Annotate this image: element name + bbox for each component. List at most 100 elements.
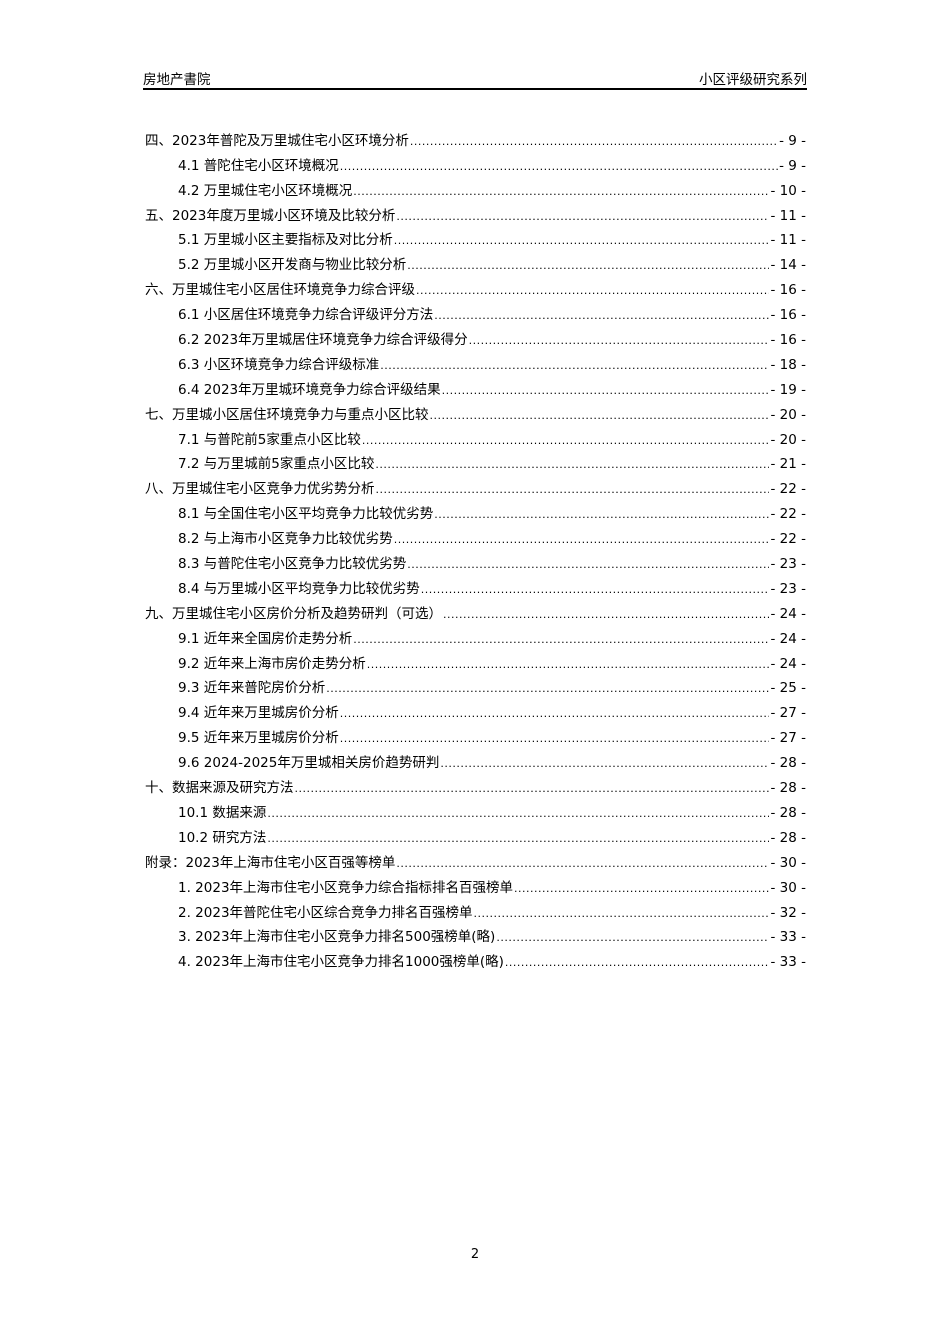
toc-entry[interactable]: 5.1 万里城小区主要指标及对比分析......................… [145, 225, 806, 250]
toc-entry[interactable]: 3. 2023年上海市住宅小区竞争力排名500强榜单(略)...........… [145, 922, 806, 947]
toc-entry[interactable]: 8.4 与万里城小区平均竞争力比较优劣势....................… [145, 573, 806, 598]
toc-entry[interactable]: 9.3 近年来普陀房价分析...........................… [145, 673, 806, 698]
toc-entry-title[interactable]: 7.2 与万里城前5家重点小区比较 [178, 456, 375, 473]
toc-entry-page[interactable]: - 9 - [779, 132, 806, 149]
toc-entry-page[interactable]: - 24 - [770, 655, 806, 672]
toc-entry[interactable]: 4. 2023年上海市住宅小区竞争力排名1000强榜单(略)..........… [145, 946, 806, 971]
toc-entry[interactable]: 四、2023年普陀及万里城住宅小区环境分析...................… [145, 125, 806, 150]
toc-entry[interactable]: 7.1 与普陀前5家重点小区比较........................… [145, 424, 806, 449]
toc-entry-title[interactable]: 10.1 数据来源 [178, 804, 267, 821]
toc-entry-page[interactable]: - 27 - [770, 730, 806, 747]
toc-entry-page[interactable]: - 14 - [770, 257, 806, 274]
toc-entry[interactable]: 9.5 近年来万里城房价分析..........................… [145, 722, 806, 747]
toc-entry-page[interactable]: - 24 - [770, 605, 806, 622]
toc-entry-title[interactable]: 6.2 2023年万里城居住环境竞争力综合评级得分 [178, 332, 468, 349]
toc-entry[interactable]: 九、万里城住宅小区房价分析及趋势研判（可选）..................… [145, 598, 806, 623]
toc-entry-page[interactable]: - 10 - [770, 182, 806, 199]
toc-entry-page[interactable]: - 16 - [770, 307, 806, 324]
toc-entry[interactable]: 9.2 近年来上海市房价走势分析........................… [145, 648, 806, 673]
toc-entry-page[interactable]: - 9 - [779, 157, 806, 174]
toc-entry[interactable]: 5.2 万里城小区开发商与物业比较分析.....................… [145, 249, 806, 274]
toc-entry-page[interactable]: - 28 - [770, 755, 806, 772]
toc-entry-page[interactable]: - 33 - [770, 929, 806, 946]
toc-entry[interactable]: 9.1 近年来全国房价走势分析.........................… [145, 623, 806, 648]
toc-entry[interactable]: 6.1 小区居住环境竞争力综合评级评分方法...................… [145, 299, 806, 324]
toc-entry-title[interactable]: 3. 2023年上海市住宅小区竞争力排名500强榜单(略) [178, 929, 496, 946]
toc-entry-page[interactable]: - 28 - [770, 829, 806, 846]
toc-entry-page[interactable]: - 16 - [770, 282, 806, 299]
toc-entry-page[interactable]: - 22 - [770, 506, 806, 523]
toc-entry[interactable]: 七、万里城小区居住环境竞争力与重点小区比较...................… [145, 399, 806, 424]
toc-entry-title[interactable]: 六、万里城住宅小区居住环境竞争力综合评级 [145, 282, 415, 299]
toc-entry-title[interactable]: 8.4 与万里城小区平均竞争力比较优劣势 [178, 580, 420, 597]
toc-entry-title[interactable]: 6.4 2023年万里城环境竞争力综合评级结果 [178, 381, 441, 398]
toc-entry[interactable]: 6.3 小区环境竞争力综合评级标准.......................… [145, 349, 806, 374]
toc-entry-title[interactable]: 5.2 万里城小区开发商与物业比较分析 [178, 257, 407, 274]
toc-entry-page[interactable]: - 18 - [770, 356, 806, 373]
toc-entry-title[interactable]: 附录：2023年上海市住宅小区百强等榜单 [145, 854, 396, 871]
toc-entry[interactable]: 10.1 数据来源...............................… [145, 797, 806, 822]
toc-entry-title[interactable]: 7.1 与普陀前5家重点小区比较 [178, 431, 361, 448]
toc-entry[interactable]: 五、2023年度万里城小区环境及比较分析....................… [145, 200, 806, 225]
toc-entry[interactable]: 8.2 与上海市小区竞争力比较优劣势......................… [145, 523, 806, 548]
toc-entry[interactable]: 10.2 研究方法...............................… [145, 822, 806, 847]
toc-entry[interactable]: 1. 2023年上海市住宅小区竞争力综合指标排名百强榜单............… [145, 872, 806, 897]
toc-entry[interactable]: 六、万里城住宅小区居住环境竞争力综合评级....................… [145, 274, 806, 299]
toc-entry-page[interactable]: - 33 - [770, 954, 806, 971]
toc-entry-page[interactable]: - 28 - [770, 804, 806, 821]
toc-entry-page[interactable]: - 23 - [770, 580, 806, 597]
toc-entry-title[interactable]: 4. 2023年上海市住宅小区竞争力排名1000强榜单(略) [178, 954, 504, 971]
toc-entry-page[interactable]: - 28 - [770, 780, 806, 797]
toc-entry-title[interactable]: 6.3 小区环境竞争力综合评级标准 [178, 356, 380, 373]
toc-entry-title[interactable]: 9.2 近年来上海市房价走势分析 [178, 655, 366, 672]
toc-entry-page[interactable]: - 11 - [770, 207, 806, 224]
toc-entry-page[interactable]: - 27 - [770, 705, 806, 722]
toc-entry-title[interactable]: 2. 2023年普陀住宅小区综合竞争力排名百强榜单 [178, 904, 473, 921]
toc-entry-title[interactable]: 十、数据来源及研究方法 [145, 780, 294, 797]
toc-entry-title[interactable]: 八、万里城住宅小区竞争力优劣势分析 [145, 481, 375, 498]
toc-entry[interactable]: 6.2 2023年万里城居住环境竞争力综合评级得分...............… [145, 324, 806, 349]
toc-entry-page[interactable]: - 19 - [770, 381, 806, 398]
toc-entry[interactable]: 2. 2023年普陀住宅小区综合竞争力排名百强榜单...............… [145, 897, 806, 922]
toc-entry[interactable]: 8.1 与全国住宅小区平均竞争力比较优劣势...................… [145, 498, 806, 523]
toc-entry[interactable]: 7.2 与万里城前5家重点小区比较.......................… [145, 449, 806, 474]
toc-entry-page[interactable]: - 30 - [770, 854, 806, 871]
toc-entry[interactable]: 8.3 与普陀住宅小区竞争力比较优劣势.....................… [145, 548, 806, 573]
toc-entry-page[interactable]: - 20 - [770, 406, 806, 423]
toc-entry[interactable]: 附录：2023年上海市住宅小区百强等榜单....................… [145, 847, 806, 872]
toc-entry-page[interactable]: - 22 - [770, 531, 806, 548]
toc-entry-title[interactable]: 9.3 近年来普陀房价分析 [178, 680, 326, 697]
toc-entry-title[interactable]: 9.1 近年来全国房价走势分析 [178, 630, 353, 647]
toc-entry-title[interactable]: 9.4 近年来万里城房价分析 [178, 705, 339, 722]
toc-entry-page[interactable]: - 21 - [770, 456, 806, 473]
toc-entry-title[interactable]: 九、万里城住宅小区房价分析及趋势研判（可选） [145, 605, 442, 622]
toc-entry-title[interactable]: 五、2023年度万里城小区环境及比较分析 [145, 207, 396, 224]
toc-entry-title[interactable]: 8.1 与全国住宅小区平均竞争力比较优劣势 [178, 506, 434, 523]
toc-entry[interactable]: 9.6 2024-2025年万里城相关房价趋势研判...............… [145, 747, 806, 772]
toc-entry-title[interactable]: 4.2 万里城住宅小区环境概况 [178, 182, 353, 199]
toc-entry-title[interactable]: 4.1 普陀住宅小区环境概况 [178, 157, 339, 174]
toc-entry-title[interactable]: 七、万里城小区居住环境竞争力与重点小区比较 [145, 406, 429, 423]
toc-entry-title[interactable]: 10.2 研究方法 [178, 829, 267, 846]
toc-entry[interactable]: 6.4 2023年万里城环境竞争力综合评级结果.................… [145, 374, 806, 399]
toc-entry-title[interactable]: 1. 2023年上海市住宅小区竞争力综合指标排名百强榜单 [178, 879, 514, 896]
toc-entry-page[interactable]: - 11 - [770, 232, 806, 249]
toc-entry-page[interactable]: - 23 - [770, 556, 806, 573]
toc-entry[interactable]: 十、数据来源及研究方法.............................… [145, 772, 806, 797]
toc-entry[interactable]: 9.4 近年来万里城房价分析..........................… [145, 697, 806, 722]
toc-entry-page[interactable]: - 20 - [770, 431, 806, 448]
toc-entry-title[interactable]: 9.6 2024-2025年万里城相关房价趋势研判 [178, 755, 440, 772]
toc-entry-title[interactable]: 8.3 与普陀住宅小区竞争力比较优劣势 [178, 556, 407, 573]
toc-entry-page[interactable]: - 16 - [770, 332, 806, 349]
toc-entry-title[interactable]: 5.1 万里城小区主要指标及对比分析 [178, 232, 393, 249]
toc-entry-page[interactable]: - 30 - [770, 879, 806, 896]
toc-entry-page[interactable]: - 25 - [770, 680, 806, 697]
toc-entry-page[interactable]: - 24 - [770, 630, 806, 647]
toc-entry-title[interactable]: 四、2023年普陀及万里城住宅小区环境分析 [145, 132, 409, 149]
toc-entry-title[interactable]: 9.5 近年来万里城房价分析 [178, 730, 339, 747]
toc-entry-page[interactable]: - 22 - [770, 481, 806, 498]
toc-entry[interactable]: 4.2 万里城住宅小区环境概况.........................… [145, 175, 806, 200]
toc-entry-title[interactable]: 8.2 与上海市小区竞争力比较优劣势 [178, 531, 393, 548]
toc-entry-title[interactable]: 6.1 小区居住环境竞争力综合评级评分方法 [178, 307, 434, 324]
toc-entry[interactable]: 4.1 普陀住宅小区环境概况..........................… [145, 150, 806, 175]
